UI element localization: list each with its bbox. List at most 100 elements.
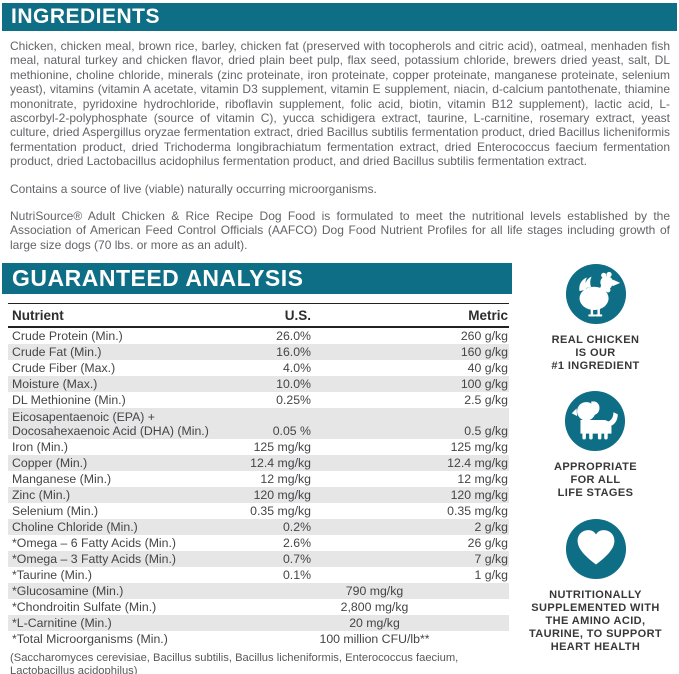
nutrient-name-cell: Selenium (Min.): [12, 503, 99, 518]
analysis-row: Crude Fiber (Max.) 4.0% 40 g/kg: [8, 360, 509, 376]
nutrient-name-cell: Crude Fat (Min.): [12, 344, 102, 359]
guaranteed-analysis-table: Nutrient U.S. Metric Crude Protein (Min.…: [8, 303, 509, 647]
us-value-cell: 0.7%: [282, 551, 311, 566]
metric-value-cell: 160 g/kg: [460, 344, 508, 359]
us-value-cell: 0.2%: [282, 519, 311, 534]
nutrient-name-cell: Zinc (Min.): [12, 487, 71, 502]
guaranteed-analysis-title: GUARANTEED ANALYSIS: [2, 263, 512, 295]
us-value-cell: 120 mg/kg: [253, 487, 311, 502]
metric-value-cell: 125 mg/kg: [450, 439, 508, 454]
combined-value-cell: 100 million CFU/lb**: [319, 631, 430, 646]
badge-column: REAL CHICKEN IS OUR #1 INGREDIENT APPROPRIA…: [512, 263, 679, 654]
analysis-row: *L-Carnitine (Min.) 20 mg/kg: [8, 615, 509, 632]
ingredients-paragraph: Chicken, chicken meal, brown rice, barle…: [10, 39, 670, 169]
analysis-row: DL Methionine (Min.) 0.25% 2.5 g/kg: [8, 392, 509, 408]
analysis-row: *Chondroitin Sulfate (Min.) 2,800 mg/kg: [8, 599, 509, 615]
metric-value-cell: 0.35 mg/kg: [447, 503, 508, 518]
us-value-cell: 0.35 mg/kg: [250, 503, 311, 518]
us-value-cell: 0.25%: [276, 392, 311, 407]
nutrient-name-cell: Crude Protein (Min.): [12, 328, 123, 343]
nutrient-name-cell: *Chondroitin Sulfate (Min.): [12, 599, 157, 614]
nutrient-name-cell: *Total Microorganisms (Min.): [12, 631, 168, 646]
metric-value-cell: 40 g/kg: [467, 360, 508, 375]
nutrient-name-cell: *L-Carnitine (Min.): [12, 615, 112, 630]
column-header-us: U.S.: [240, 303, 312, 329]
badge-label: APPROPRIATE FOR ALL LIFE STAGES: [554, 461, 637, 500]
us-value-cell: 2.6%: [282, 535, 311, 550]
nutrient-name-cell: *Omega – 3 Fatty Acids (Min.): [12, 551, 177, 566]
microorganisms-note: Contains a source of live (viable) natur…: [10, 181, 377, 196]
badge-label-line: REAL CHICKEN: [551, 334, 640, 347]
analysis-row: Crude Protein (Min.) 26.0% 260 g/kg: [8, 327, 509, 344]
dog-icon: [564, 390, 626, 452]
badge-label-line: IS OUR: [575, 347, 616, 360]
analysis-header-row: Nutrient U.S. Metric: [8, 303, 509, 329]
us-value-cell: 12 mg/kg: [260, 471, 311, 486]
analysis-row: *Omega – 3 Fatty Acids (Min.) 0.7% 7 g/kg: [8, 551, 509, 568]
lower-section: GUARANTEED ANALYSIS Nutrient U.S. Metric…: [0, 263, 679, 674]
heart-icon: [565, 518, 627, 580]
nutrient-name-cell: *Glucosamine (Min.): [12, 583, 124, 598]
analysis-row: Iron (Min.) 125 mg/kg 125 mg/kg: [8, 439, 509, 455]
nutrient-name-cell: *Taurine (Min.): [12, 567, 92, 582]
metric-value-cell: 100 g/kg: [460, 376, 508, 391]
badge-label: NUTRITIONALLY SUPPLEMENTED WITH THE AMINO …: [529, 589, 662, 654]
nutrient-name-cell: DL Methionine (Min.): [12, 392, 126, 407]
analysis-row: Choline Chloride (Min.) 0.2% 2 g/kg: [8, 519, 509, 536]
badge-label-line: NUTRITIONALLY: [549, 589, 642, 602]
badge-label-line: TAURINE, TO SUPPORT: [528, 628, 663, 641]
analysis-footnotes: (Saccharomyces cerevisiae, Bacillus subt…: [10, 652, 504, 674]
nutrient-name-cell: Crude Fiber (Max.): [12, 360, 116, 375]
badge: REAL CHICKEN IS OUR #1 INGREDIENT: [551, 263, 639, 373]
badge-label-line: APPROPRIATE: [553, 461, 638, 474]
badge-label-line: THE AMINO ACID,: [545, 615, 646, 628]
nutrient-name-cell: *Omega – 6 Fatty Acids (Min.): [12, 535, 177, 550]
analysis-row: *Total Microorganisms (Min.) 100 million …: [8, 631, 509, 647]
us-value-cell: 10.0%: [276, 376, 311, 391]
analysis-row: Crude Fat (Min.) 16.0% 160 g/kg: [8, 344, 509, 361]
badge-label-line: LIFE STAGES: [557, 487, 634, 500]
metric-value-cell: 7 g/kg: [474, 551, 509, 566]
column-header-metric: Metric: [312, 303, 509, 329]
analysis-row: Moisture (Max.) 10.0% 100 g/kg: [8, 376, 509, 393]
metric-value-cell: 0.5 g/kg: [464, 423, 508, 438]
nutrient-name-cell: Eicosapentaenoic (EPA) + Docosahexaenoic…: [12, 410, 209, 438]
analysis-row: Copper (Min.) 12.4 mg/kg 12.4 mg/kg: [8, 455, 509, 472]
badge-label-line: #1 INGREDIENT: [551, 360, 640, 373]
metric-value-cell: 26 g/kg: [467, 535, 508, 550]
us-value-cell: 0.05 %: [272, 423, 311, 438]
nutrient-name-cell: Choline Chloride (Min.): [12, 519, 138, 534]
badge: NUTRITIONALLY SUPPLEMENTED WITH THE AMINO …: [529, 518, 662, 654]
analysis-row: Selenium (Min.) 0.35 mg/kg 0.35 mg/kg: [8, 503, 509, 519]
analysis-table-body: Crude Protein (Min.) 26.0% 260 g/kg Crude F…: [8, 327, 509, 647]
badge-label-line: HEART HEALTH: [550, 641, 641, 654]
nutrient-name-cell: Moisture (Max.): [12, 376, 98, 391]
combined-value-cell: 20 mg/kg: [349, 615, 400, 630]
badge-label-line: SUPPLEMENTED WITH: [531, 602, 660, 615]
ingredients-section: Chicken, chicken meal, brown rice, barle…: [10, 39, 670, 252]
metric-value-cell: 12 mg/kg: [457, 471, 508, 486]
metric-value-cell: 1 g/kg: [474, 567, 509, 582]
metric-value-cell: 2.5 g/kg: [464, 392, 508, 407]
metric-value-cell: 12.4 mg/kg: [447, 455, 508, 470]
formulation-note: NutriSource® Adult Chicken & Rice Recipe…: [10, 209, 670, 252]
nutrient-name-cell: Iron (Min.): [12, 439, 69, 454]
nutrient-name-cell: Manganese (Min.): [12, 471, 112, 486]
combined-value-cell: 790 mg/kg: [345, 583, 404, 598]
analysis-row: *Taurine (Min.) 0.1% 1 g/kg: [8, 567, 509, 583]
metric-value-cell: 260 g/kg: [460, 328, 508, 343]
analysis-row: Zinc (Min.) 120 mg/kg 120 mg/kg: [8, 487, 509, 504]
column-header-nutrient: Nutrient: [8, 303, 240, 329]
badge-label: REAL CHICKEN IS OUR #1 INGREDIENT: [551, 334, 639, 373]
us-value-cell: 16.0%: [276, 344, 311, 359]
footnote-line: (Saccharomyces cerevisiae, Bacillus subt…: [10, 652, 459, 674]
analysis-row: *Omega – 6 Fatty Acids (Min.) 2.6% 26 g/kg: [8, 535, 509, 551]
ingredients-section-title: INGREDIENTS: [2, 3, 677, 31]
badge-label-line: FOR ALL: [570, 474, 621, 487]
badge: APPROPRIATE FOR ALL LIFE STAGES: [554, 390, 637, 500]
metric-value-cell: 120 mg/kg: [450, 487, 508, 502]
chicken-icon: [565, 263, 627, 325]
guaranteed-analysis-section: GUARANTEED ANALYSIS Nutrient U.S. Metric…: [0, 263, 512, 674]
us-value-cell: 26.0%: [276, 328, 311, 343]
